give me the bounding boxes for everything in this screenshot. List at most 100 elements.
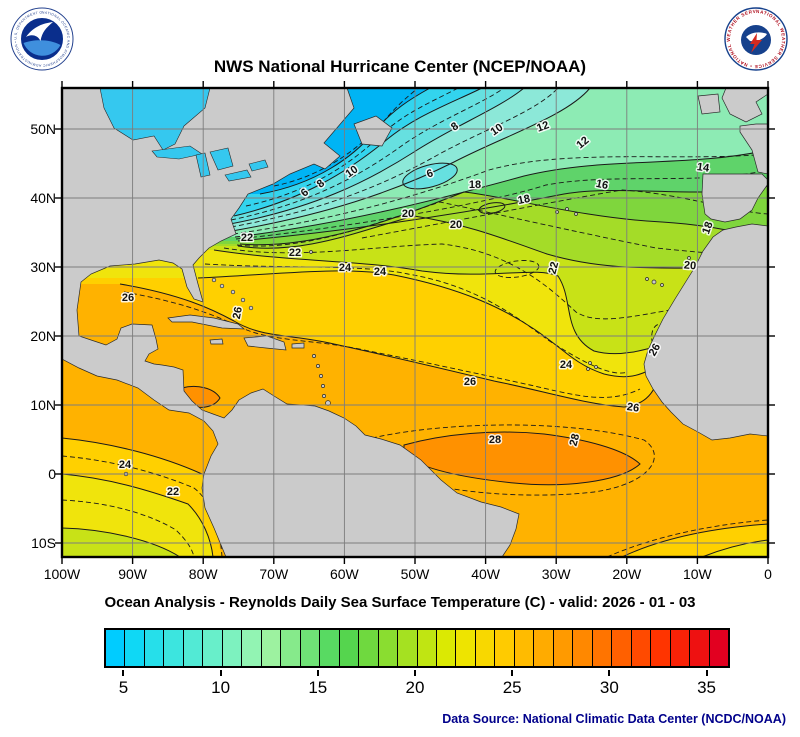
contour-label-24: 24 [560,359,573,371]
contour-label-22: 22 [547,261,562,276]
island-bahamas-3 [230,289,236,295]
contour-southeast-22 [701,539,769,558]
contour-label-26: 26 [231,306,245,320]
page-title: NWS National Hurricane Center (NCEP/NOAA… [213,57,587,76]
lake-superior [151,145,203,160]
contour-pacific-24 [61,437,203,475]
legend-tickmark-15 [316,670,319,676]
legend-cell-26 [612,630,632,666]
contour-22 [213,249,725,355]
southeast-band-22-24 [702,540,768,557]
contour-10 [229,87,525,225]
lon-label-20W: 20W [612,566,642,582]
legend-cell-29 [670,630,691,666]
legend-cell-18 [456,630,476,666]
lon-label-50W: 50W [400,566,430,582]
legend-tick-5: 5 [118,678,129,697]
legend-tick-10: 10 [211,678,231,697]
lon-label-60W: 60W [329,566,359,582]
map-frame [55,81,775,564]
land-puerto-rico [291,342,305,349]
lat-label-30N: 30N [30,259,56,275]
legend-cell-4 [183,630,204,666]
contour-18 [239,191,769,246]
lat-label-20N: 20N [30,328,56,344]
island-canary-1 [651,279,657,285]
lat-label-10N: 10N [30,397,56,413]
contour-label-20: 20 [402,208,414,220]
noaa-bird-shape [26,22,53,41]
legend-tick-15: 15 [308,678,328,697]
legend-cell-28 [651,630,671,666]
legend-cell-15 [398,630,418,666]
legend-cell-7 [242,630,262,666]
contour-21 [223,243,749,320]
contour-label-18: 18 [700,220,715,236]
legend-tickmark-10 [219,670,222,676]
legend-cell-27 [631,630,652,666]
island-madeira [687,256,691,260]
lon-label-0: 0 [764,566,772,582]
contour-southeast-24 [621,523,769,558]
island-antilles-1 [312,354,316,358]
legend-tickmark-30 [608,670,611,676]
source-credit: Data Source: National Climatic Data Cent… [442,712,786,726]
contour-label-24: 24 [119,459,132,471]
lake-erie [224,169,252,182]
contour-15 [235,169,769,240]
island-cape-verde-2 [594,365,598,369]
legend-tick-35: 35 [697,678,717,697]
legend-cell-1 [125,630,145,666]
legend-cell-2 [144,630,165,666]
pacific-band-20-22 [62,528,180,557]
legend-tickmark-5 [122,670,125,676]
legend-cell-6 [222,630,243,666]
contour-28 [403,431,641,486]
contour-pacific-23 [61,455,223,558]
contour-label-18: 18 [517,193,531,207]
island-bahamas-5 [248,305,254,311]
contour-label-18: 18 [469,179,481,191]
contour-label-28: 28 [489,434,501,446]
island-bahamas-4 [240,297,246,303]
contour-13 [232,153,769,235]
island-antilles-4 [321,384,325,388]
contour-cold-eddy [402,162,458,190]
color-legend [104,628,730,668]
contour-14 [234,149,769,238]
sst-map: 8 10 12 12 14 6 8 10 6 18 18 16 18 20 20 20 22 22 24 24 22 26… [55,81,775,564]
legend-cell-16 [417,630,437,666]
legend-cell-10 [300,630,321,666]
lon-label-80W: 80W [188,566,218,582]
noaa-sea-shape [23,40,61,56]
land-africa [643,223,769,441]
contour-label-14: 14 [696,161,711,175]
island-azores-2 [565,207,569,211]
legend-cell-11 [320,630,340,666]
contour-label-12: 12 [535,119,551,134]
grid-layer [62,88,768,557]
contour-label-22: 22 [289,247,301,259]
island-cape-verde-1 [588,361,592,365]
contour-16 [237,185,769,242]
contour-20 [237,215,769,271]
lon-label-30W: 30W [541,566,571,582]
legend-cell-12 [339,630,360,666]
contour-label-20: 20 [683,259,696,272]
island-canary-2 [660,283,664,287]
noaa-logo: NATIONAL OCEANIC AND ATMOSPHERIC ADMINIS… [8,4,74,71]
contour-label-28: 28 [568,433,583,448]
noaa-logo-icon: NATIONAL OCEANIC AND ATMOSPHERIC ADMINIS… [8,4,74,71]
lon-label-70W: 70W [259,566,289,582]
contour-label-26: 26 [464,376,476,388]
island-antilles-5 [322,394,326,398]
contour-12 [231,87,591,232]
legend-cell-8 [261,630,282,666]
contour-label-22: 22 [167,486,179,498]
legend-cell-14 [378,630,399,666]
legend-tick-25: 25 [502,678,522,697]
nws-lightning-icon [750,33,762,53]
contour-25 [123,291,641,398]
contour-label-20: 20 [450,219,462,231]
legend-cell-5 [203,630,223,666]
